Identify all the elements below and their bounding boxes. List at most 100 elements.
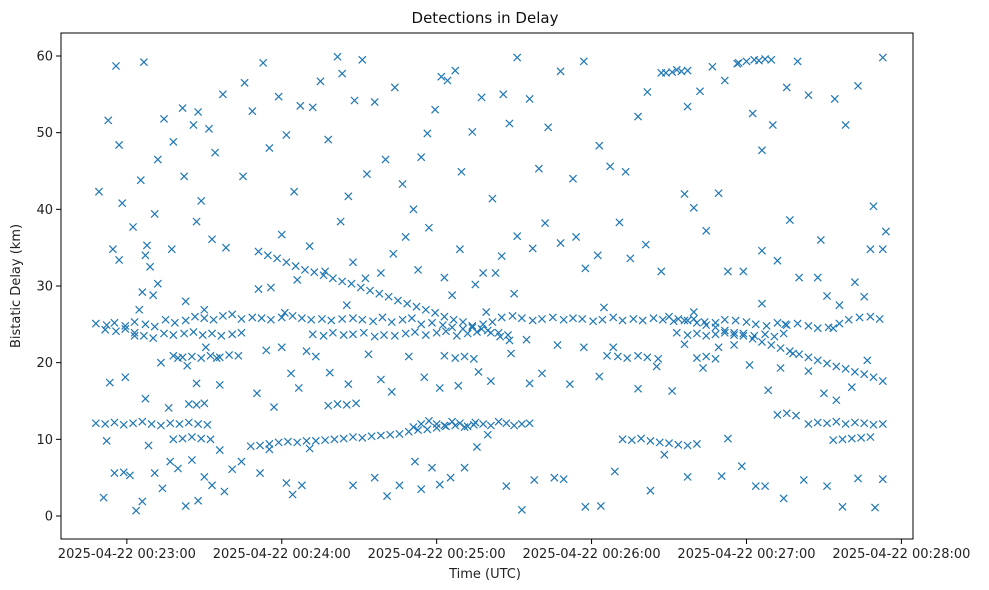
- detection-point: [305, 444, 314, 453]
- detection-point: [477, 93, 486, 102]
- detection-point: [266, 315, 275, 324]
- detection-point: [302, 347, 311, 356]
- detection-point: [664, 312, 674, 321]
- detection-point: [166, 457, 175, 466]
- detection-point: [297, 481, 306, 490]
- detection-point: [641, 240, 650, 249]
- detection-point: [370, 332, 379, 341]
- detection-point: [683, 316, 692, 325]
- detection-point: [634, 384, 643, 393]
- chart-title: Detections in Delay: [412, 9, 559, 27]
- detection-point: [496, 332, 505, 341]
- detection-point: [525, 94, 534, 103]
- detection-point: [730, 331, 739, 340]
- detection-point: [432, 423, 441, 432]
- detection-point: [855, 313, 864, 322]
- detection-point: [386, 430, 395, 439]
- detection-point: [793, 319, 802, 328]
- detection-point: [432, 328, 441, 337]
- detection-point: [657, 267, 666, 276]
- detection-point: [139, 331, 148, 340]
- x-tick-label: 2025-04-22 00:27:00: [677, 547, 815, 562]
- detection-point: [505, 119, 514, 128]
- detection-point: [711, 323, 720, 332]
- detection-point: [410, 327, 419, 337]
- detection-point: [102, 436, 111, 445]
- detection-point: [513, 53, 522, 62]
- detection-point: [211, 148, 220, 157]
- detection-point: [291, 262, 300, 271]
- detection-point: [282, 130, 291, 139]
- detection-point: [417, 485, 426, 494]
- detection-point: [537, 314, 547, 323]
- detection-point: [169, 331, 178, 340]
- detection-point: [129, 419, 138, 428]
- detection-point: [680, 189, 689, 199]
- detection-point: [702, 331, 711, 340]
- detection-point: [395, 481, 404, 490]
- detection-point: [421, 331, 430, 340]
- detection-point: [435, 383, 444, 392]
- detection-point: [508, 311, 517, 320]
- detection-point: [328, 274, 337, 283]
- detection-point: [317, 314, 327, 323]
- detection-point: [699, 364, 708, 373]
- detection-point: [742, 318, 751, 327]
- detection-point: [730, 341, 739, 350]
- detection-point: [615, 218, 624, 227]
- detection-point: [132, 506, 141, 515]
- detection-point: [138, 417, 147, 426]
- detection-point: [618, 435, 627, 444]
- detection-point: [479, 419, 488, 429]
- detection-point: [277, 313, 286, 322]
- detection-point: [283, 437, 292, 446]
- detection-point: [692, 439, 701, 448]
- detection-point: [410, 457, 419, 466]
- series-group: [91, 310, 884, 333]
- detection-point: [754, 56, 763, 65]
- detection-point: [878, 377, 887, 386]
- detection-point: [333, 400, 342, 409]
- detection-point: [793, 57, 802, 66]
- detection-point: [111, 61, 121, 70]
- detection-point: [742, 57, 751, 66]
- detection-point: [311, 352, 320, 361]
- detection-point: [479, 268, 488, 277]
- detection-point: [568, 174, 577, 183]
- detection-point: [328, 328, 337, 337]
- detection-point: [486, 377, 495, 386]
- x-tick-label: 2025-04-22 00:28:00: [832, 547, 970, 562]
- detection-point: [618, 316, 627, 325]
- detection-point: [203, 420, 212, 429]
- x-tick-label: 2025-04-22 00:26:00: [523, 547, 661, 562]
- detection-point: [200, 399, 209, 408]
- detection-point: [785, 347, 794, 356]
- detection-point: [522, 335, 531, 344]
- detection-point: [200, 472, 209, 481]
- detection-point: [451, 421, 460, 430]
- detection-point: [841, 120, 850, 130]
- detection-point: [463, 422, 472, 431]
- detection-point: [711, 354, 720, 363]
- detection-point: [438, 321, 447, 330]
- detection-point: [305, 242, 314, 251]
- detection-point: [302, 436, 311, 445]
- detection-point: [424, 223, 433, 232]
- detection-point: [187, 433, 196, 442]
- detection-point: [108, 245, 117, 254]
- detection-point: [458, 318, 468, 327]
- detection-point: [350, 96, 359, 105]
- detection-point: [773, 318, 782, 327]
- detection-point: [440, 351, 449, 360]
- detection-point: [319, 271, 328, 280]
- detection-point: [455, 245, 464, 254]
- detection-point: [274, 438, 283, 447]
- detection-point: [192, 400, 201, 409]
- detection-point: [723, 267, 732, 276]
- detection-point: [751, 320, 760, 329]
- detection-point: [139, 58, 148, 67]
- detection-point: [468, 127, 477, 136]
- detection-point: [135, 305, 144, 314]
- detection-point: [634, 351, 643, 360]
- detection-point: [683, 66, 692, 75]
